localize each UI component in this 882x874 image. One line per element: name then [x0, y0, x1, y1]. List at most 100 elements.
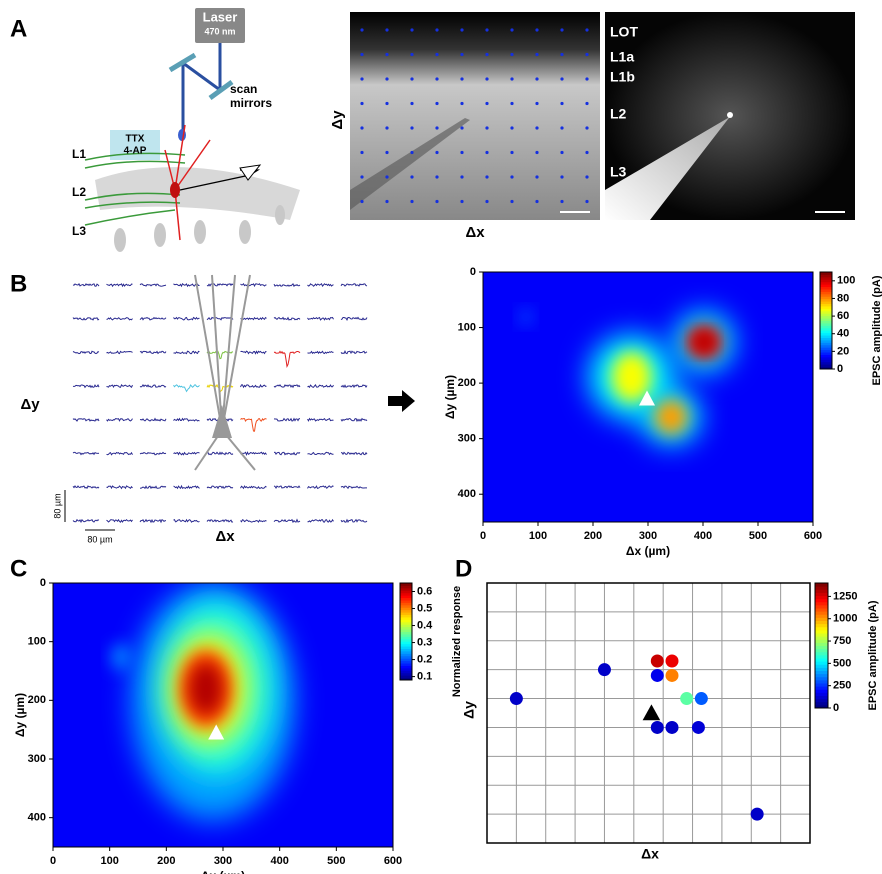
colorbar-segment	[400, 663, 412, 666]
stim-site	[385, 199, 389, 204]
colorbar-segment	[400, 595, 412, 599]
stim-site	[585, 101, 589, 106]
colorbar-tick-label: 0.2	[417, 653, 432, 665]
stim-site	[435, 77, 439, 81]
colorbar-segment	[820, 330, 832, 334]
stim-site	[585, 52, 589, 57]
colorbar-tick-label: 20	[837, 345, 849, 357]
heat-blob	[519, 309, 533, 325]
stim-site	[510, 77, 514, 81]
colorbar-segment	[400, 616, 412, 620]
trace	[307, 283, 334, 288]
colorbar-segment	[820, 347, 832, 351]
trace	[173, 484, 200, 490]
stim-site	[410, 126, 414, 130]
colorbar-segment	[400, 641, 412, 645]
colorbar-segment	[400, 665, 412, 669]
stim-site	[385, 175, 389, 179]
colorbar-segment	[815, 604, 828, 609]
trace	[139, 485, 167, 490]
stim-site	[435, 175, 439, 179]
trace	[240, 485, 267, 490]
colorbar-segment	[400, 638, 412, 642]
trace	[173, 350, 200, 355]
stim-site	[385, 52, 389, 57]
trace	[206, 283, 234, 287]
laser-label: Laser	[203, 9, 238, 24]
stim-site	[485, 52, 489, 57]
colorbar-segment	[815, 583, 828, 587]
grid-frame	[486, 582, 811, 844]
arrow	[388, 390, 415, 412]
stim-site	[560, 199, 564, 204]
colorbar-segment	[400, 670, 412, 674]
colorbar-segment	[815, 633, 828, 637]
colorbar-segment	[820, 356, 832, 360]
colorbar-tick-label: 1250	[833, 590, 857, 602]
colorbar-tick-label: 0.1	[417, 671, 432, 683]
trace	[139, 350, 167, 355]
stim-site	[535, 52, 539, 57]
stim-site	[435, 126, 439, 130]
colorbar-segment	[815, 614, 828, 618]
fluorescence-image	[605, 12, 855, 220]
trace	[106, 350, 133, 355]
layer-label: L2	[72, 185, 86, 199]
colorbar-segment	[815, 592, 828, 596]
y-tick-label: 200	[458, 377, 476, 389]
stim-site	[460, 199, 464, 204]
colorbar-segment	[815, 645, 828, 650]
x-tick-label: 500	[749, 530, 767, 542]
colorbar-segment	[815, 623, 828, 628]
stim-site	[485, 175, 489, 179]
stim-site	[460, 150, 464, 155]
x-tick-label: 400	[270, 855, 288, 867]
colorbar-segment	[400, 636, 412, 640]
trace	[240, 519, 267, 523]
colorbar-segment	[400, 609, 412, 613]
colorbar-tick-label: 500	[833, 657, 851, 669]
site	[750, 807, 764, 821]
stim-site	[560, 101, 564, 106]
trace	[273, 384, 301, 389]
stim-site	[585, 175, 589, 179]
colorbar-tick-label: 0.5	[417, 602, 432, 614]
colorbar-segment	[815, 692, 828, 696]
layer-label: L3	[610, 164, 627, 180]
colorbar-segment	[815, 639, 828, 643]
trace	[72, 350, 100, 355]
heatmap	[53, 583, 393, 847]
layer-label: L2	[610, 106, 627, 122]
mirror-label: mirrors	[230, 96, 272, 110]
colorbar-segment	[400, 633, 412, 637]
x-tick-label: 200	[157, 855, 175, 867]
axis-label: Δx	[465, 224, 485, 241]
stim-site	[485, 126, 489, 130]
colorbar-frame	[399, 582, 413, 681]
colorbar-segment	[820, 288, 832, 292]
colorbar-segment	[820, 318, 832, 321]
trace	[240, 282, 267, 288]
stim-site	[410, 199, 414, 204]
stim-site	[410, 175, 414, 179]
x-tick-label: 0	[50, 855, 56, 867]
axis-label: Δy	[20, 396, 40, 413]
colorbar-segment	[820, 364, 832, 368]
trace	[307, 384, 334, 389]
stim-site	[410, 77, 414, 81]
colorbar-segment	[400, 587, 412, 591]
stim-site	[510, 52, 514, 57]
trace	[307, 316, 334, 321]
trace	[340, 384, 368, 389]
colorbar-label: EPSC amplitude (pA)	[871, 275, 882, 385]
stim-site	[360, 52, 364, 57]
x-tick-label: 600	[384, 855, 402, 867]
stim-site	[360, 199, 364, 204]
colorbar-segment	[815, 608, 828, 612]
trace	[340, 350, 368, 355]
trace	[273, 316, 301, 321]
colorbar-segment	[400, 619, 412, 623]
stim-site	[460, 52, 464, 57]
colorbar-segment	[820, 308, 832, 312]
colorbar-segment	[815, 642, 828, 646]
